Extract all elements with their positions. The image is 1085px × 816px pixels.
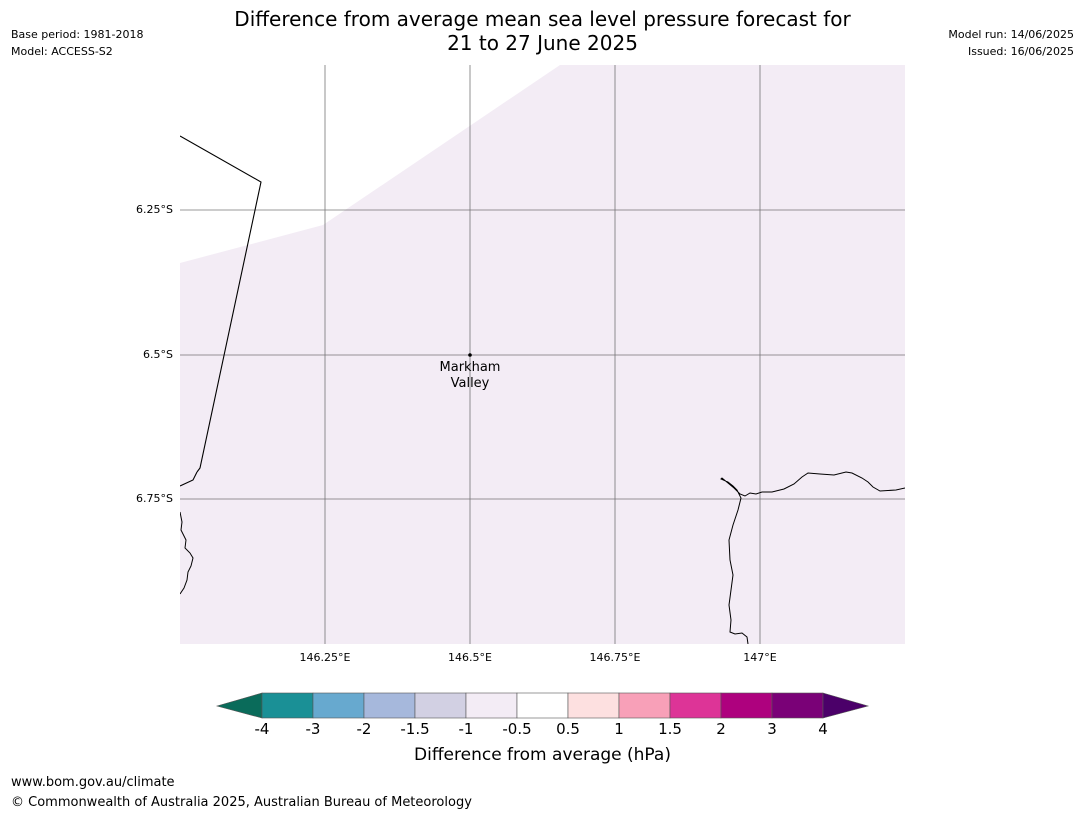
lat-label-6.25: 6.25°S (136, 203, 173, 216)
markham-valley-marker (468, 353, 472, 357)
metadata-left: Base period: 1981-2018 Model: ACCESS-S2 (11, 26, 143, 60)
colorbar-label: Difference from average (hPa) (414, 745, 671, 765)
colorbar-bin (414, 692, 467, 719)
place-label: Markham Valley (410, 360, 530, 392)
colorbar-tick: 3 (767, 720, 777, 738)
colorbar-tick: -1 (458, 720, 474, 738)
colorbar-tick: 0.5 (556, 720, 580, 738)
lon-label-146.75: 146.75°E (589, 651, 641, 664)
lon-label-146.5: 146.5°E (448, 651, 492, 664)
colorbar (215, 692, 870, 719)
coastline-east (720, 471, 905, 644)
map-title-line2: 21 to 27 June 2025 (447, 31, 638, 55)
colorbar-tick: -4 (254, 720, 270, 738)
lon-label-147: 147°E (743, 651, 777, 664)
colorbar-tick: -1.5 (400, 720, 430, 738)
colorbar-tick: 2 (716, 720, 726, 738)
colorbar-bin (261, 692, 314, 719)
model-run-text: Model run: 14/06/2025 (948, 28, 1074, 41)
colorbar-bin (312, 692, 365, 719)
issued-text: Issued: 16/06/2025 (967, 45, 1074, 58)
colorbar-tick: 4 (818, 720, 828, 738)
colorbar-tick: 1 (614, 720, 624, 738)
colorbar-tick: -3 (305, 720, 321, 738)
map-title-line1: Difference from average mean sea level p… (234, 7, 851, 31)
colorbar-bin (465, 692, 518, 719)
colorbar-tick: -2 (356, 720, 372, 738)
place-label-line1: Markham (439, 360, 501, 375)
colorbar-bin (618, 692, 671, 719)
boundary-line (180, 135, 262, 473)
boundary-line-lower (180, 471, 198, 487)
colorbar-high-extend (822, 692, 870, 719)
colorbar-bin (669, 692, 722, 719)
colorbar-bin (363, 692, 416, 719)
colorbar-tick: 1.5 (658, 720, 682, 738)
model-text: Model: ACCESS-S2 (11, 45, 113, 58)
footer-copyright: © Commonwealth of Australia 2025, Austra… (11, 795, 472, 810)
lon-label-146.25: 146.25°E (299, 651, 351, 664)
colorbar-bin (771, 692, 824, 719)
colorbar-bin (567, 692, 620, 719)
colorbar-tick: -0.5 (502, 720, 532, 738)
colorbar-low-extend (215, 692, 263, 719)
lat-label-6.5: 6.5°S (143, 348, 173, 361)
colorbar-bin (516, 692, 569, 719)
coastline-west (180, 511, 194, 595)
base-period-text: Base period: 1981-2018 (11, 28, 144, 41)
footer-url: www.bom.gov.au/climate (11, 775, 175, 790)
colorbar-bin (720, 692, 773, 719)
place-label-line2: Valley (450, 376, 490, 391)
lat-label-6.75: 6.75°S (136, 492, 173, 505)
metadata-right: Model run: 14/06/2025 Issued: 16/06/2025 (948, 26, 1074, 60)
colorbar-ticks: -4 -3 -2 -1.5 -1 -0.5 0.5 1 1.5 2 3 4 (0, 720, 1085, 740)
